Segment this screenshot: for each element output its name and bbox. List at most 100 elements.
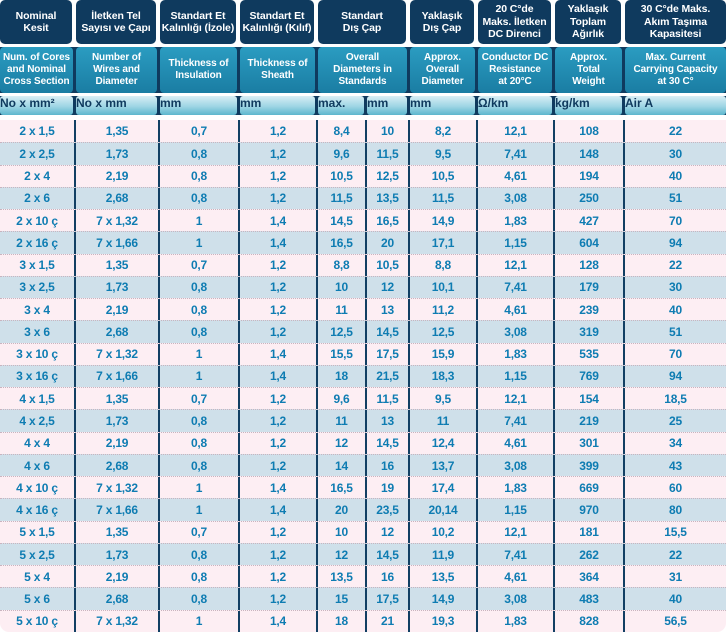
data-cell: 18	[318, 610, 367, 632]
data-cell: 4 x 2,5	[0, 410, 76, 432]
data-cell: 17,5	[367, 588, 410, 610]
data-cell: 94	[669, 369, 682, 384]
data-cell: 7,41	[478, 543, 555, 566]
data-cell: 7 x 1,32	[76, 610, 160, 632]
table-row: 3 x 1,5 1,35 0,7 1,2 8,8 10,5 8,8 12,1 128 22	[0, 253, 726, 276]
data-cell: 1,4	[240, 343, 318, 365]
data-cell: 22	[669, 547, 682, 562]
data-cell: 148	[555, 143, 625, 165]
data-cell: 15,5	[318, 343, 367, 365]
data-cell: 1	[160, 477, 240, 499]
data-cell: 4 x 16 ç	[0, 499, 76, 521]
table-row: 2 x 6 2,68 0,8 1,2 11,5 13,5 11,5 3,08 250 51	[0, 186, 726, 210]
data-cell: 604	[555, 232, 625, 254]
table-row: 3 x 2,5 1,73 0,8 1,2 10 12 10,1 7,41 179 30	[0, 275, 726, 299]
data-cell: 9,5	[410, 388, 478, 410]
data-cell: 2 x 4	[0, 165, 76, 187]
data-cell: 0,8	[160, 299, 240, 321]
data-cell: 19	[367, 477, 410, 499]
data-cell: 301	[555, 432, 625, 454]
header-cell-turkish: 20 C°de Maks. İletken DC Direnci	[478, 0, 551, 44]
data-cell: 1,4	[240, 232, 318, 254]
data-cell: 1,15	[478, 499, 555, 521]
data-cell: 31	[669, 569, 682, 584]
data-cell: 669	[555, 477, 625, 499]
data-cell: 3 x 6	[0, 321, 76, 343]
table-row: 4 x 6 2,68 0,8 1,2 14 16 13,7 3,08 399 43	[0, 453, 726, 477]
data-cell: 30	[669, 146, 682, 161]
data-cell: 1,2	[240, 543, 318, 566]
data-cell: 13	[367, 410, 410, 432]
data-cell: 8,8	[318, 254, 367, 276]
data-cell: 3,08	[478, 321, 555, 343]
unit-cell: No x mm²	[0, 96, 73, 115]
data-cell: 12,1	[478, 254, 555, 276]
data-cell: 4 x 4	[0, 432, 76, 454]
data-cell: 319	[555, 321, 625, 343]
data-cell: 7,41	[478, 410, 555, 432]
data-cell: 9,6	[318, 388, 367, 410]
data-cell: 2 x 1,5	[0, 120, 76, 143]
data-cell: 22	[669, 124, 682, 139]
data-cell: 108	[555, 120, 625, 143]
unit-cell: No x mm	[76, 96, 157, 115]
data-cell: 4,61	[478, 165, 555, 187]
header-cell-english: Conductor DC Resistance at 20°C	[478, 47, 552, 93]
data-cell: 15,5	[664, 525, 687, 540]
data-cell: 239	[555, 299, 625, 321]
data-cell: 1,73	[76, 543, 160, 566]
data-cell: 10,5	[318, 165, 367, 187]
data-cell: 0,8	[160, 143, 240, 165]
data-cell: 970	[555, 499, 625, 521]
unit-cell: Ω/km	[478, 96, 552, 115]
data-cell: 1,2	[240, 299, 318, 321]
data-cell: 0,8	[160, 321, 240, 343]
data-cell: 5 x 1,5	[0, 521, 76, 543]
data-cell: 4 x 6	[0, 454, 76, 477]
data-cell: 1,83	[478, 343, 555, 365]
data-cell: 0,8	[160, 566, 240, 588]
data-cell: 5 x 2,5	[0, 543, 76, 566]
data-cell: 80	[669, 503, 682, 518]
data-cell: 5 x 4	[0, 566, 76, 588]
table-row: 5 x 2,5 1,73 0,8 1,2 12 14,5 11,9 7,41 262 22	[0, 542, 726, 566]
data-cell: 3 x 16 ç	[0, 365, 76, 388]
header-cell-english: Thickness of Sheath	[240, 47, 315, 93]
data-cell: 2,68	[76, 454, 160, 477]
data-cell: 179	[555, 276, 625, 299]
header-cell-turkish: Standart Et Kalınlığı (Kılıf)	[240, 0, 314, 44]
data-cell: 0,7	[160, 388, 240, 410]
data-cell: 2 x 2,5	[0, 143, 76, 165]
data-cell: 10,1	[410, 276, 478, 299]
data-cell: 30	[669, 280, 682, 295]
data-cell: 0,7	[160, 120, 240, 143]
data-cell: 12,4	[410, 432, 478, 454]
data-cell: 1,2	[240, 388, 318, 410]
header-cell-turkish: Yaklaşık Toplam Ağırlık	[555, 0, 621, 44]
data-cell: 4 x 10 ç	[0, 477, 76, 499]
data-cell: 21,5	[367, 365, 410, 388]
data-cell: 12,5	[410, 321, 478, 343]
data-cell: 1,15	[478, 232, 555, 254]
data-cell: 8,4	[318, 120, 367, 143]
table-row: 2 x 2,5 1,73 0,8 1,2 9,6 11,5 9,5 7,41 148 30	[0, 142, 726, 165]
data-cell: 3,08	[478, 588, 555, 610]
data-cell: 14,5	[367, 432, 410, 454]
data-cell: 10,5	[367, 254, 410, 276]
data-cell: 1,4	[240, 499, 318, 521]
data-cell: 128	[555, 254, 625, 276]
data-cell: 1,73	[76, 276, 160, 299]
data-cell: 12	[367, 521, 410, 543]
data-cell: 13,5	[367, 187, 410, 210]
data-cell: 399	[555, 454, 625, 477]
data-cell: 12	[318, 543, 367, 566]
header-cell-english: Approx. Total Weight	[555, 47, 622, 93]
data-cell: 1,4	[240, 610, 318, 632]
data-cell: 1,2	[240, 410, 318, 432]
data-cell: 34	[669, 436, 682, 451]
data-cell: 14,9	[410, 588, 478, 610]
unit-cell: mm	[410, 96, 475, 115]
